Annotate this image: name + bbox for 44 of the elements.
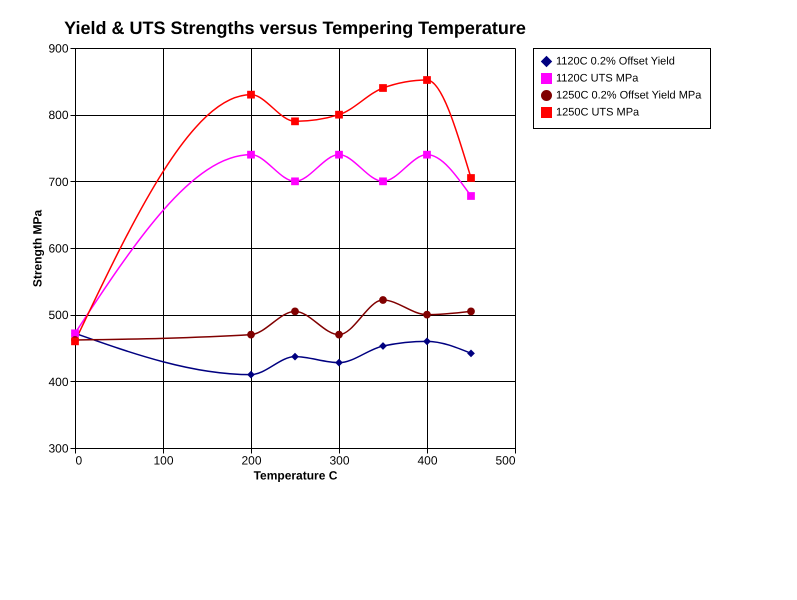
y-tick-label: 300 bbox=[48, 442, 69, 456]
point bbox=[379, 296, 387, 304]
point bbox=[423, 150, 431, 159]
y-tick-label: 900 bbox=[48, 42, 69, 56]
point bbox=[335, 150, 343, 159]
x-tick-label: 100 bbox=[153, 454, 174, 468]
y-tick-label: 800 bbox=[48, 108, 69, 122]
point bbox=[335, 110, 343, 119]
y-axis-title: Strength MPa bbox=[30, 210, 44, 288]
point bbox=[335, 330, 343, 339]
legend-label: 1120C UTS MPa bbox=[556, 72, 640, 84]
x-tick-label: 0 bbox=[76, 454, 82, 468]
point bbox=[335, 358, 343, 367]
point bbox=[467, 174, 475, 182]
point bbox=[423, 310, 431, 319]
point bbox=[379, 342, 387, 350]
y-tick-label: 700 bbox=[48, 174, 69, 189]
point bbox=[247, 370, 255, 379]
point bbox=[467, 192, 475, 200]
point bbox=[291, 307, 299, 316]
point bbox=[247, 90, 255, 99]
point bbox=[467, 307, 475, 316]
y-tick-label: 400 bbox=[48, 374, 69, 389]
point bbox=[379, 84, 387, 92]
point bbox=[291, 352, 299, 361]
x-tick-label: 500 bbox=[495, 454, 516, 468]
point bbox=[467, 349, 475, 358]
point bbox=[291, 117, 299, 126]
y-tick-label: 500 bbox=[48, 308, 69, 322]
x-tick-label: 300 bbox=[329, 454, 350, 468]
point bbox=[423, 76, 431, 84]
point bbox=[291, 177, 299, 186]
point bbox=[247, 330, 255, 339]
legend-label: 1120C 0.2% Offset Yield bbox=[556, 56, 675, 68]
point bbox=[423, 337, 431, 346]
point bbox=[379, 177, 387, 186]
legend-label: 1250C 0.2% Offset Yield MPa bbox=[556, 90, 702, 102]
x-tick-label: 200 bbox=[241, 454, 262, 468]
point bbox=[247, 150, 255, 159]
x-axis-title: Temperature C bbox=[254, 468, 338, 482]
legend-label: 1250C UTS MPa bbox=[556, 106, 640, 118]
chart-title: Yield & UTS Strengths versus Tempering Temperature bbox=[64, 18, 526, 38]
y-tick-label: 600 bbox=[48, 242, 69, 256]
x-tick-label: 400 bbox=[417, 454, 438, 468]
